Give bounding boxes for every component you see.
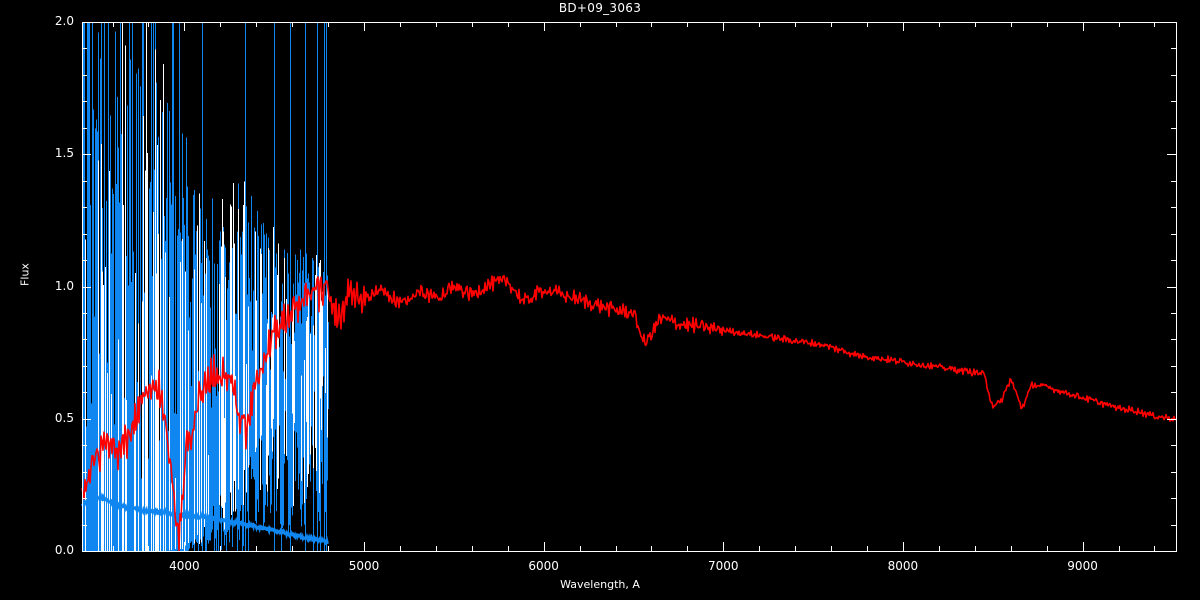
x-tick-label: 8000 <box>887 559 919 573</box>
x-tick-label: 5000 <box>348 559 380 573</box>
y-tick-label: 0.5 <box>54 410 74 425</box>
axis-frame <box>81 21 1178 553</box>
x-axis-label: Wavelength, A <box>560 578 640 591</box>
x-tick-label: 4000 <box>169 559 200 573</box>
x-tick-label: 6000 <box>528 559 559 573</box>
y-tick-label: 2.0 <box>54 14 74 28</box>
data-layer <box>80 22 1177 552</box>
page-title: BD+09_3063 <box>558 1 642 15</box>
y-tick-label: 1.5 <box>54 146 74 161</box>
y-tick-label: 0.0 <box>54 543 74 557</box>
x-tick-label: 7000 <box>708 559 739 573</box>
y-tick-label: 1.0 <box>54 278 74 293</box>
x-tick-label: 9000 <box>1067 559 1098 573</box>
